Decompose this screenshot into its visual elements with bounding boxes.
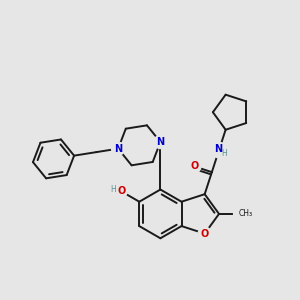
- Circle shape: [112, 142, 125, 155]
- Text: H: H: [110, 185, 116, 194]
- Circle shape: [114, 184, 127, 198]
- Text: O: O: [190, 161, 199, 171]
- Text: H: H: [221, 148, 227, 158]
- Circle shape: [198, 227, 211, 240]
- Text: CH₃: CH₃: [239, 209, 253, 218]
- Text: O: O: [201, 229, 209, 238]
- Circle shape: [188, 160, 201, 173]
- Text: O: O: [118, 186, 126, 196]
- Text: N: N: [214, 144, 222, 154]
- Circle shape: [211, 142, 227, 158]
- Text: N: N: [114, 144, 122, 154]
- Circle shape: [154, 135, 167, 148]
- Circle shape: [234, 206, 250, 222]
- Text: N: N: [156, 137, 164, 147]
